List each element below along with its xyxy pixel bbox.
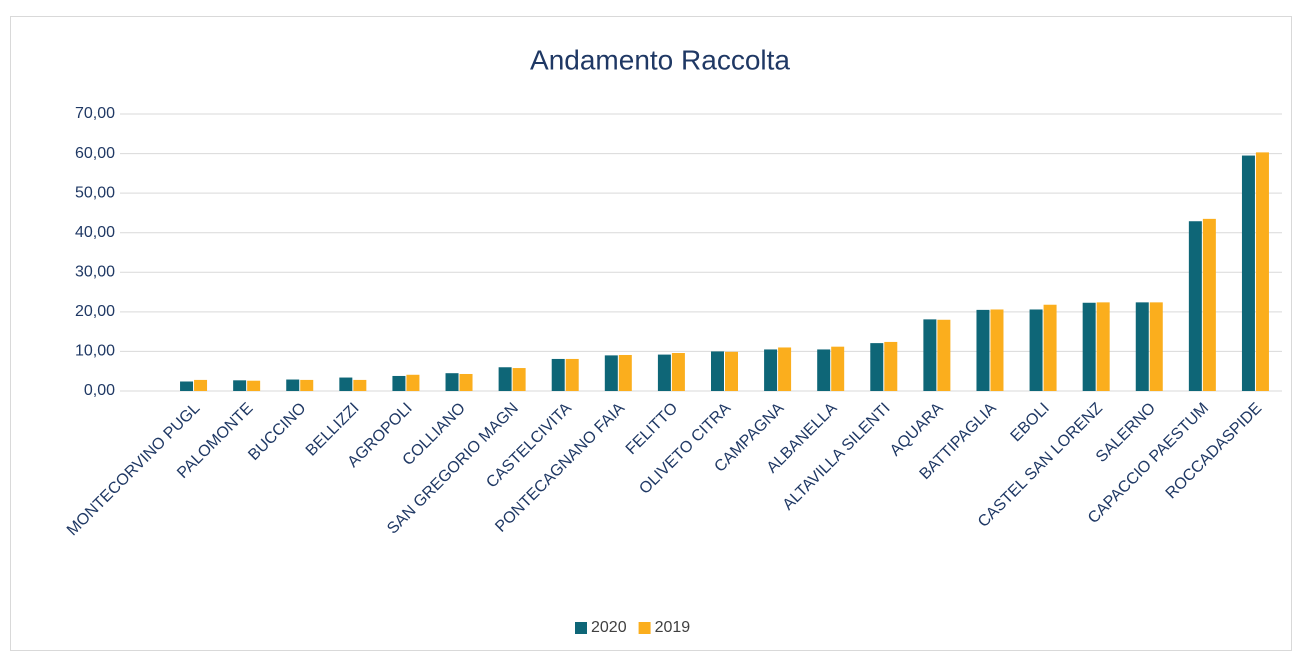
bar [1135, 302, 1149, 391]
bar [459, 373, 473, 391]
bar [1255, 152, 1269, 391]
legend-label: 2019 [655, 619, 691, 636]
bar [353, 379, 367, 391]
bar [551, 358, 565, 391]
y-tick-label: 50,00 [75, 184, 115, 201]
bar [976, 309, 990, 391]
bar [180, 381, 194, 391]
y-tick-label: 60,00 [75, 145, 115, 162]
bar [923, 319, 937, 391]
y-tick-label: 30,00 [75, 264, 115, 281]
bar [618, 354, 632, 391]
bar [498, 367, 512, 391]
bar [1241, 155, 1255, 391]
y-tick-label: 40,00 [75, 224, 115, 241]
legend-label: 2020 [591, 619, 627, 636]
chart-border [10, 16, 1292, 651]
legend-swatch [575, 622, 587, 634]
bar [817, 349, 831, 391]
bar [194, 379, 208, 391]
bar [657, 354, 671, 391]
bar [445, 373, 459, 391]
bar [604, 355, 618, 391]
bar [1188, 221, 1202, 391]
bar [1082, 302, 1096, 391]
bar [831, 346, 845, 391]
y-tick-label: 20,00 [75, 303, 115, 320]
bar [1029, 309, 1043, 391]
chart-title: Andamento Raccolta [530, 44, 790, 75]
bar [764, 349, 778, 391]
bar [233, 380, 247, 391]
bar [339, 377, 353, 391]
bar [884, 341, 898, 391]
bar [286, 379, 300, 391]
bar [406, 374, 420, 391]
bar [870, 343, 884, 391]
bar [711, 351, 724, 391]
bar [1043, 304, 1057, 391]
bar [725, 351, 738, 391]
bar [247, 380, 261, 391]
y-tick-label: 10,00 [75, 343, 115, 360]
bar [392, 375, 406, 391]
y-tick-label: 0,00 [84, 382, 115, 399]
bar [565, 358, 579, 391]
y-tick-label: 70,00 [75, 105, 115, 122]
bar [512, 368, 526, 391]
bar [1149, 302, 1163, 391]
bar [990, 309, 1004, 391]
bar [671, 353, 685, 391]
bar [300, 379, 314, 391]
bar [1096, 302, 1110, 391]
bar [1202, 218, 1216, 391]
bar [937, 319, 951, 391]
bar [778, 347, 792, 391]
legend-swatch [638, 622, 651, 634]
